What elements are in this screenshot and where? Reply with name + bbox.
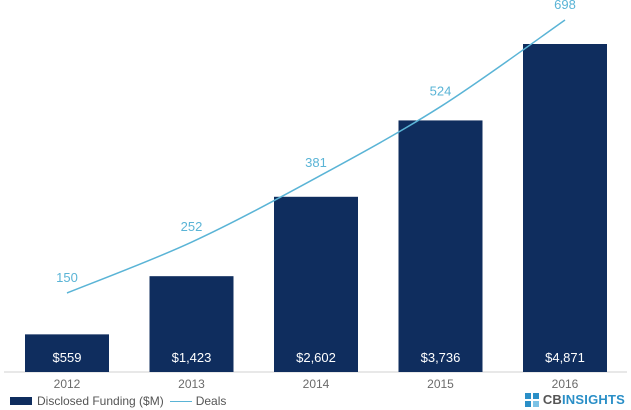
brand-cb-text: CB xyxy=(542,392,562,407)
funding-bar-label-2016: $4,871 xyxy=(545,350,585,365)
x-tick-2016: 2016 xyxy=(552,377,579,391)
deals-label-2014: 381 xyxy=(305,155,327,170)
legend: Disclosed Funding ($M) Deals xyxy=(10,394,226,408)
funding-bar-label-2012: $559 xyxy=(53,350,82,365)
funding-bar-2014 xyxy=(274,196,358,372)
bars-layer: $559 $1,423 $2,602 $3,736 $4,871 xyxy=(25,44,607,372)
deals-label-2013: 252 xyxy=(181,219,203,234)
x-tick-2015: 2015 xyxy=(427,377,454,391)
x-tick-2013: 2013 xyxy=(178,377,205,391)
cb-insights-logo-icon xyxy=(524,392,539,407)
legend-funding-label: Disclosed Funding ($M) xyxy=(37,394,164,408)
legend-deals-swatch xyxy=(169,400,192,402)
funding-bar-2015 xyxy=(398,120,483,372)
x-tick-labels: 2012 2013 2014 2015 2016 xyxy=(54,377,579,391)
deals-line xyxy=(66,19,566,294)
deals-label-2016: 698 xyxy=(554,0,576,12)
funding-bar-2012 xyxy=(25,334,109,372)
funding-bar-label-2013: $1,423 xyxy=(172,350,212,365)
legend-funding-swatch xyxy=(10,397,32,405)
deals-line-layer: 150 252 381 524 698 xyxy=(56,0,576,294)
funding-bar-2013 xyxy=(149,276,234,372)
deals-label-2015: 524 xyxy=(430,84,452,99)
funding-deals-chart: $559 $1,423 $2,602 $3,736 $4,871 150 252 381 52… xyxy=(4,0,627,391)
deals-label-2012: 150 xyxy=(56,270,78,285)
funding-bar-label-2014: $2,602 xyxy=(296,350,336,365)
x-tick-2014: 2014 xyxy=(303,377,330,391)
legend-deals-label: Deals xyxy=(195,394,227,408)
brand-insights-text: INSIGHTS xyxy=(562,392,625,407)
funding-bar-label-2015: $3,736 xyxy=(421,350,461,365)
x-tick-2012: 2012 xyxy=(54,377,81,391)
funding-bar-2016 xyxy=(523,44,607,372)
brand-logo: CB INSIGHTS xyxy=(524,392,625,407)
